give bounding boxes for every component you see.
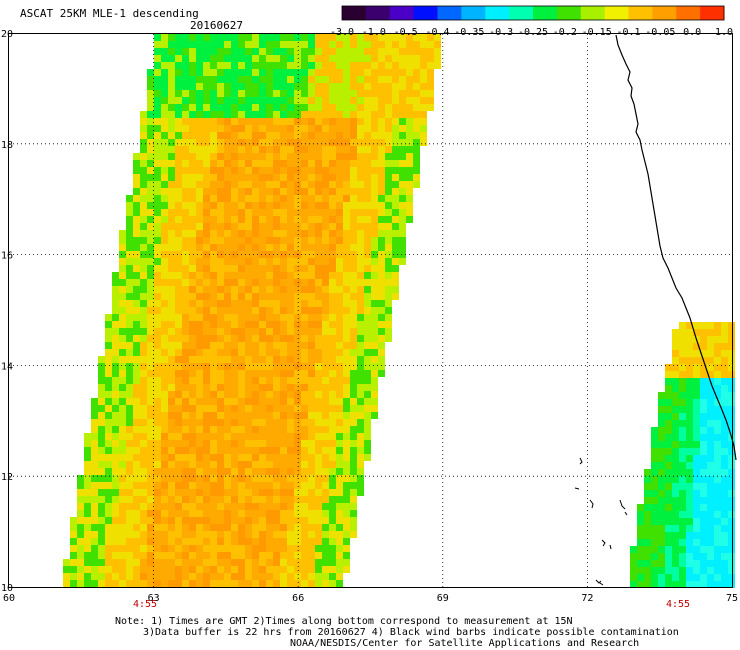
colorbar-segment [628,6,653,20]
note-line-3: NOAA/NESDIS/Center for Satellite Applica… [290,638,640,649]
colorbar-tick-label: -0.1 [616,27,640,38]
small-islands [574,457,628,586]
colorbar-tick-label: -0.5 [394,27,418,38]
y-axis-labels: 20 18 16 14 12 10 [1,29,13,594]
map-date: 20160627 [190,19,243,32]
map-frame [8,33,733,588]
note-line-2: 3)Data buffer is 22 hrs from 20160627 4)… [143,627,679,638]
colorbar-segment [700,6,725,20]
footnotes: Note: 1) Times are GMT 2)Times along bot… [115,616,679,649]
y-tick-label: 14 [1,361,13,372]
colorbar-segment [533,6,558,20]
colorbar-outline [341,5,725,21]
x-tick-label: 69 [437,593,449,604]
x-tick-label: 72 [581,593,593,604]
colorbar-tick-labels: -3.0 -1.0 -0.5 -0.4 -0.35 -0.3 -0.25 -0.2 -0.15-… [330,27,733,38]
x-tick-label: 63 [148,593,160,604]
colorbar-segment [342,6,367,20]
y-tick-label: 12 [1,472,13,483]
map-title: ASCAT 25KM MLE-1 descending [20,7,199,20]
x-tick-label: 60 [3,593,15,604]
colorbar-tick-label: -0.3 [489,27,513,38]
colorbar-segment [676,6,701,20]
colorbar-tick-label: -0.05 [645,27,675,38]
colorbar-segment [365,6,391,20]
colorbar-tick-label: -0.4 [425,27,449,38]
gridlines [9,34,732,587]
colorbar-segment [556,6,582,20]
x-axis-labels: 60 63 66 69 72 75 [3,593,738,604]
colorbar-segment [389,6,415,20]
swath-left [63,34,441,587]
x-tick-label: 66 [292,593,304,604]
colorbar-tick-label: -0.35 [454,27,484,38]
y-tick-label: 20 [1,29,13,40]
y-tick-label: 18 [1,140,13,151]
colorbar-tick-label: -0.15 [582,27,612,38]
time-label-right: 4:55 [666,599,691,610]
swath-right [630,322,735,588]
colorbar-tick-label: -1.0 [362,27,386,38]
colorbar-segment [580,6,606,20]
colorbar-tick-label: -3.0 [330,27,354,38]
colorbar-segment [652,6,677,20]
coastline [615,34,737,461]
colorbar-tick-label: -0.2 [553,27,577,38]
colorbar-segment [461,6,486,20]
colorbar [341,5,725,21]
colorbar-segment [485,6,510,20]
colorbar-segment [437,6,462,20]
colorbar-tick-label: 1.0 [715,27,733,38]
time-label-left: 4:55 [133,599,158,610]
colorbar-segment [604,6,629,20]
x-tick-label: 75 [726,593,738,604]
y-tick-label: 16 [1,251,13,262]
colorbar-segment [509,6,534,20]
colorbar-tick-label: -0.25 [518,27,548,38]
y-tick-label: 10 [1,583,13,594]
colorbar-segment [413,6,438,20]
colorbar-tick-label: 0.0 [683,27,701,38]
note-line-1: Note: 1) Times are GMT 2)Times along bot… [115,616,573,627]
